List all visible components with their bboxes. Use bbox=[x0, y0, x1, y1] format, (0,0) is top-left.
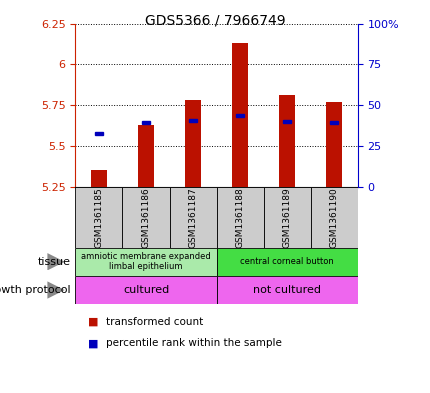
Text: GSM1361190: GSM1361190 bbox=[329, 187, 338, 248]
Polygon shape bbox=[47, 253, 64, 270]
Bar bbox=[282, 120, 291, 123]
Polygon shape bbox=[47, 281, 64, 299]
Text: not cultured: not cultured bbox=[252, 285, 320, 295]
Text: transformed count: transformed count bbox=[105, 317, 203, 327]
Bar bbox=[75, 248, 216, 276]
Bar bbox=[138, 125, 154, 187]
Text: central corneal button: central corneal button bbox=[240, 257, 333, 266]
Bar bbox=[75, 276, 216, 304]
Bar bbox=[169, 187, 216, 248]
Bar bbox=[329, 121, 338, 124]
Text: GSM1361186: GSM1361186 bbox=[141, 187, 150, 248]
Bar bbox=[122, 187, 169, 248]
Bar bbox=[325, 102, 342, 187]
Bar bbox=[216, 248, 357, 276]
Text: growth protocol: growth protocol bbox=[0, 285, 71, 295]
Bar bbox=[95, 132, 103, 135]
Text: ■: ■ bbox=[88, 338, 98, 349]
Bar bbox=[310, 187, 357, 248]
Bar bbox=[188, 119, 197, 121]
Bar bbox=[216, 276, 357, 304]
Text: ■: ■ bbox=[88, 317, 98, 327]
Bar bbox=[141, 121, 150, 124]
Text: percentile rank within the sample: percentile rank within the sample bbox=[105, 338, 281, 349]
Bar bbox=[90, 171, 107, 187]
Bar bbox=[263, 187, 310, 248]
Text: GSM1361187: GSM1361187 bbox=[188, 187, 197, 248]
Bar bbox=[235, 114, 244, 117]
Text: amniotic membrane expanded
limbal epithelium: amniotic membrane expanded limbal epithe… bbox=[81, 252, 210, 272]
Text: cultured: cultured bbox=[123, 285, 169, 295]
Text: GDS5366 / 7966749: GDS5366 / 7966749 bbox=[145, 14, 285, 28]
Bar bbox=[216, 187, 263, 248]
Bar bbox=[231, 43, 248, 187]
Text: GSM1361188: GSM1361188 bbox=[235, 187, 244, 248]
Bar bbox=[75, 187, 122, 248]
Bar bbox=[184, 100, 201, 187]
Text: GSM1361185: GSM1361185 bbox=[94, 187, 103, 248]
Text: tissue: tissue bbox=[38, 257, 71, 267]
Text: GSM1361189: GSM1361189 bbox=[282, 187, 291, 248]
Bar bbox=[278, 95, 295, 187]
